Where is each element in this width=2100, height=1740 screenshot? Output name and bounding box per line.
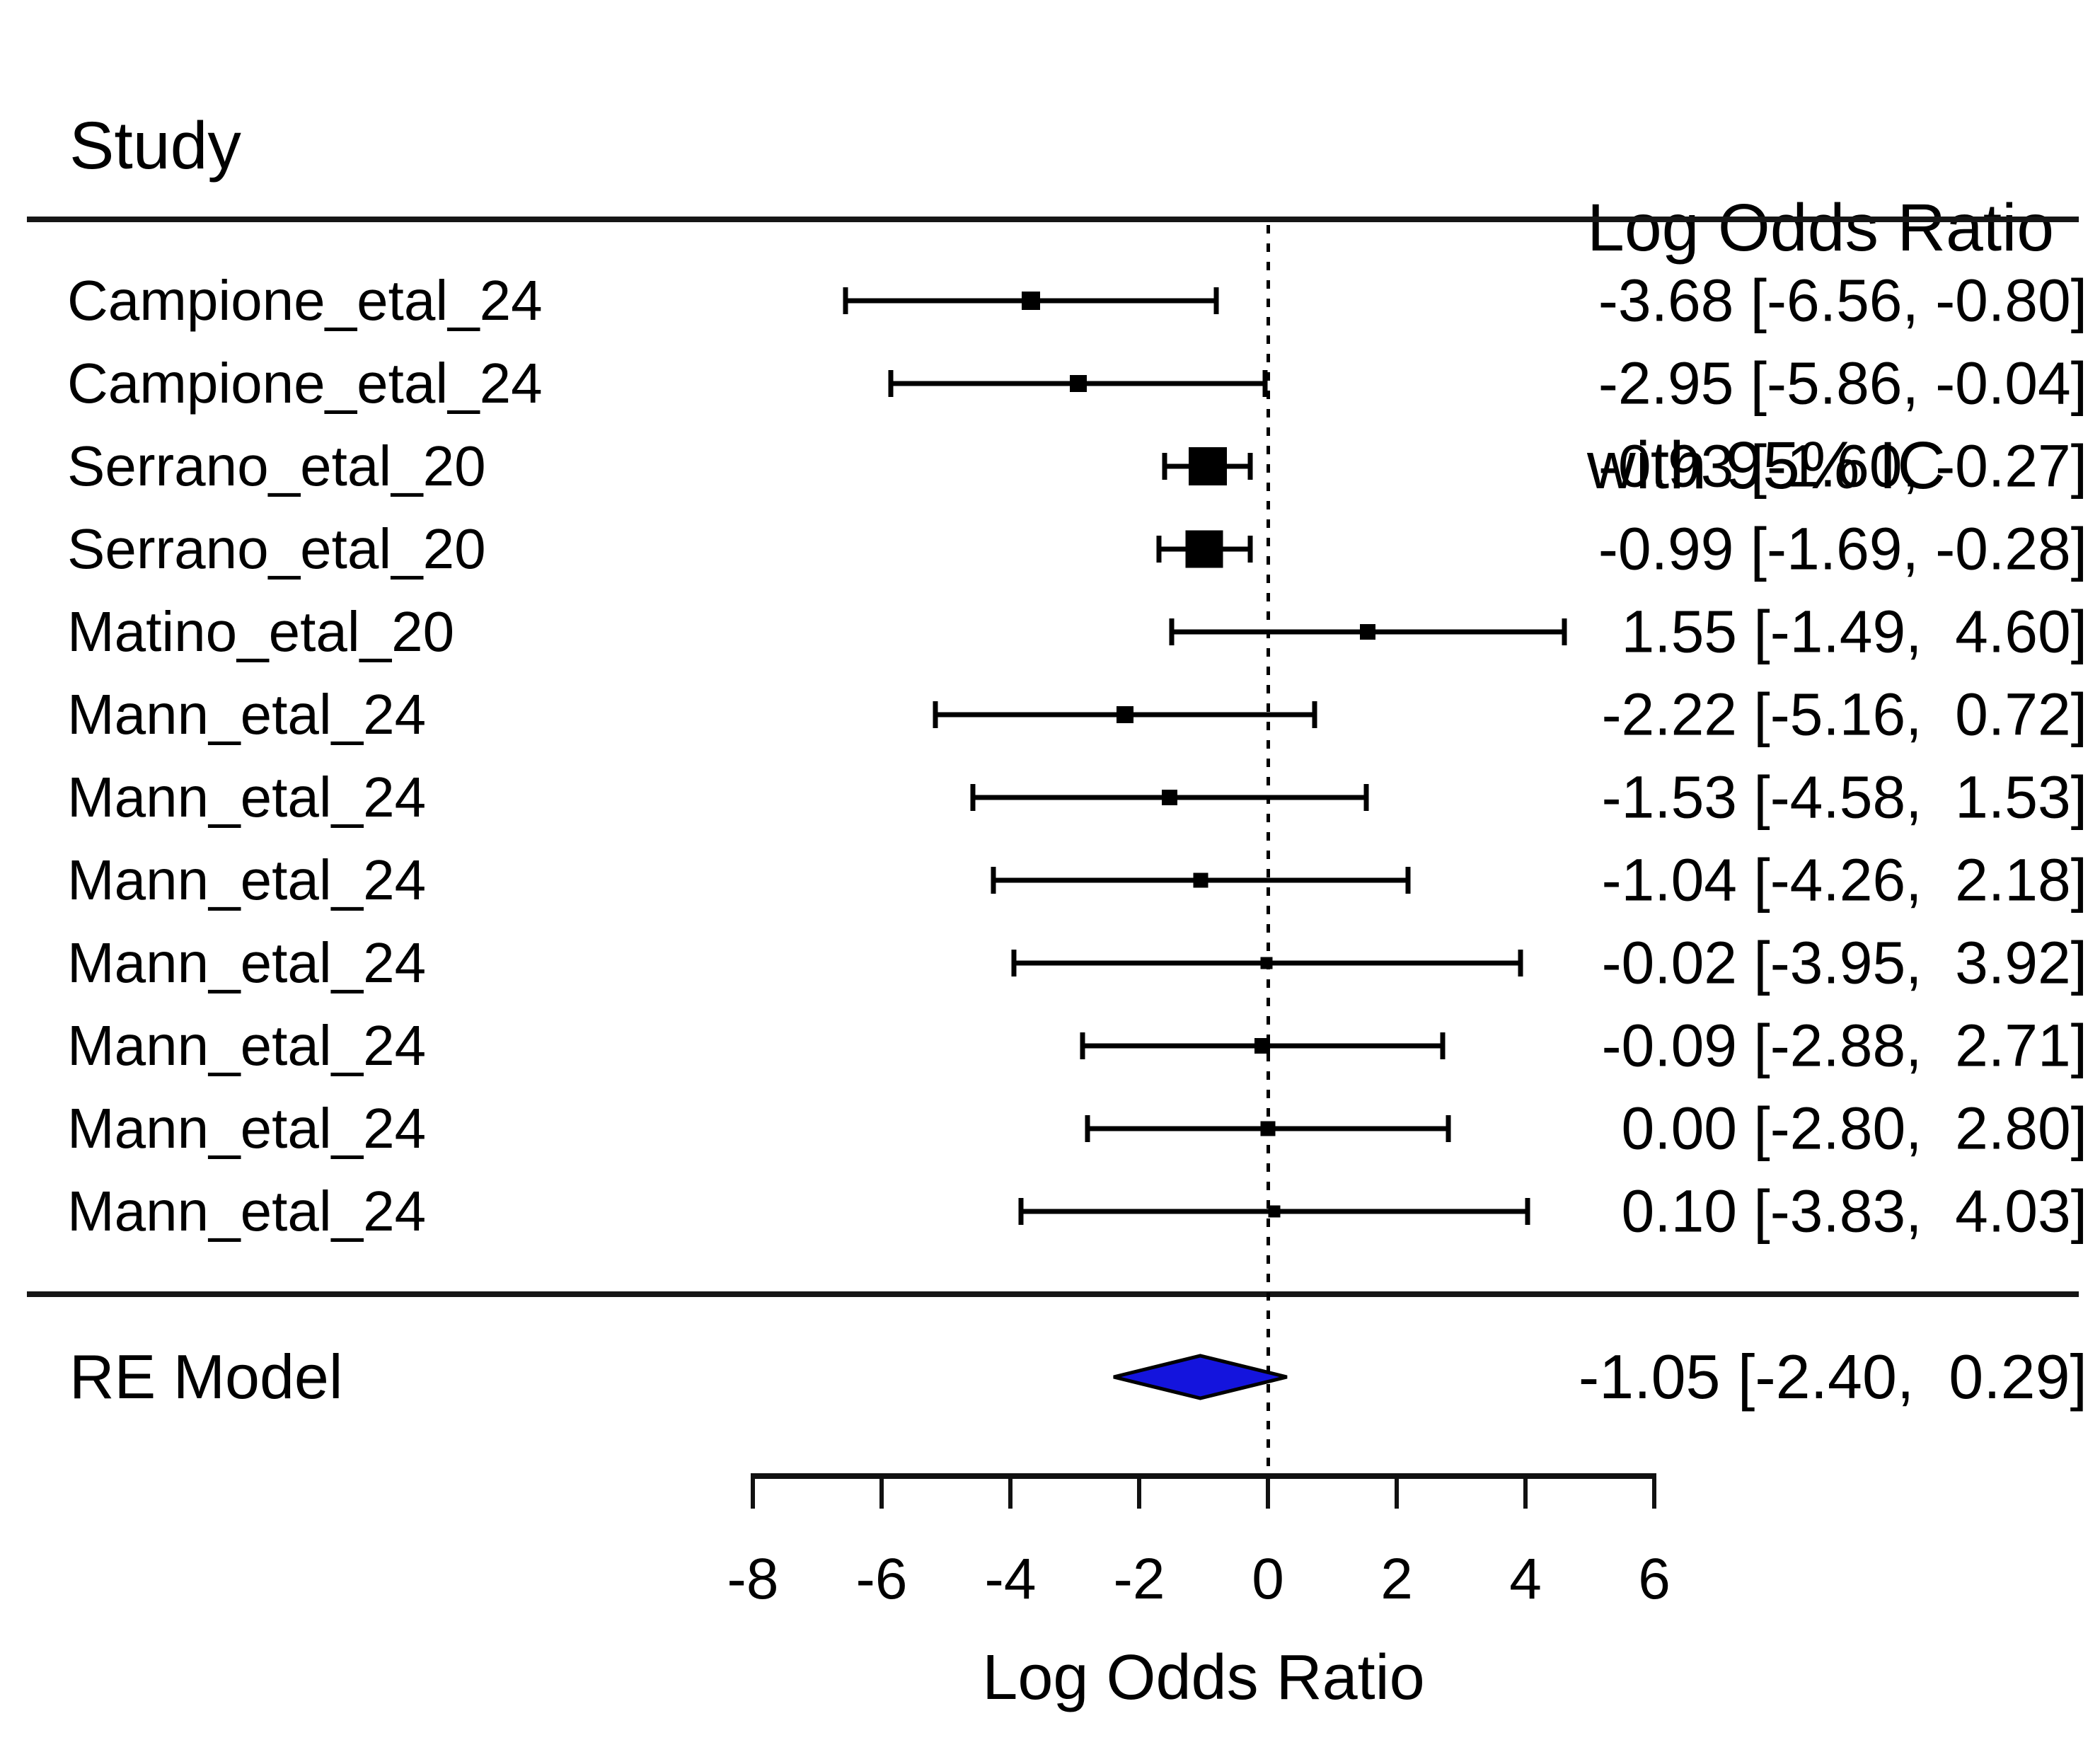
effect-value: -0.93 [-1.60, -0.27] [1598, 432, 2087, 500]
x-axis-tick [1523, 1473, 1528, 1509]
ci-cap-right [1312, 701, 1317, 728]
x-axis-tick-label: 6 [1638, 1547, 1671, 1611]
summary-diamond [1113, 1354, 1288, 1400]
effect-value: -3.68 [-6.56, -0.80] [1598, 267, 2087, 334]
effect-value: 1.55 [-1.49, 4.60] [1621, 598, 2087, 665]
ci-cap-left [888, 370, 894, 397]
effect-value: -2.22 [-5.16, 0.72] [1601, 681, 2087, 748]
ci-cap-right [1262, 370, 1268, 397]
zero-reference-line [1267, 225, 1270, 1473]
x-axis-tick-label: 4 [1509, 1547, 1542, 1611]
summary-separator-rule [27, 1291, 2079, 1297]
study-label: Mann_etal_24 [67, 1014, 427, 1077]
x-axis-tick [1652, 1473, 1656, 1509]
x-axis-tick-label: -2 [1113, 1547, 1165, 1611]
x-axis-tick [1395, 1473, 1399, 1509]
column-header-effect-line1: Log Odds Ratio [1587, 190, 2055, 265]
x-axis-tick [751, 1473, 755, 1509]
x-axis-tick-label: 2 [1380, 1547, 1413, 1611]
study-label: Campione_etal_24 [67, 269, 543, 332]
estimate-marker [1022, 292, 1041, 310]
x-axis-tick [879, 1473, 884, 1509]
study-label: Mann_etal_24 [67, 766, 427, 829]
effect-value: -0.09 [-2.88, 2.71] [1601, 1012, 2087, 1079]
column-header-effect-line2: with 95% IC [1587, 428, 1946, 503]
ci-cap-left [1162, 453, 1167, 480]
ci-cap-left [991, 867, 996, 894]
ci-cap-right [1446, 1115, 1451, 1142]
ci-cap-left [1018, 1198, 1024, 1225]
ci-cap-left [1085, 1115, 1090, 1142]
x-axis-tick [1266, 1473, 1270, 1509]
ci-cap-left [970, 784, 976, 811]
effect-value: -1.04 [-4.26, 2.18] [1601, 846, 2087, 914]
study-label: Campione_etal_24 [67, 352, 543, 415]
effect-value: -2.95 [-5.86, -0.04] [1598, 350, 2087, 417]
study-label: Serrano_etal_20 [67, 517, 486, 580]
estimate-marker [1260, 1121, 1276, 1136]
ci-cap-right [1363, 784, 1369, 811]
x-axis-tick-label: 0 [1252, 1547, 1284, 1611]
ci-cap-left [1080, 1032, 1085, 1059]
x-axis-tick [1137, 1473, 1141, 1509]
ci-cap-right [1518, 950, 1523, 976]
effect-value: -1.53 [-4.58, 1.53] [1601, 764, 2087, 831]
ci-cap-left [1156, 536, 1162, 563]
ci-cap-right [1405, 867, 1411, 894]
effect-value: 0.10 [-3.83, 4.03] [1621, 1177, 2087, 1245]
ci-cap-left [843, 287, 848, 314]
estimate-marker [1360, 624, 1376, 640]
x-axis-tick-label: -4 [984, 1547, 1037, 1611]
estimate-marker [1069, 375, 1087, 392]
estimate-marker [1254, 1038, 1270, 1054]
ci-cap-right [1213, 287, 1219, 314]
ci-cap-left [1169, 618, 1175, 645]
study-label: Mann_etal_24 [67, 683, 427, 746]
effect-value: 0.00 [-2.80, 2.80] [1621, 1095, 2087, 1162]
estimate-marker [1189, 447, 1228, 485]
ci-cap-right [1440, 1032, 1446, 1059]
summary-label: RE Model [69, 1342, 343, 1412]
header-rule [27, 217, 2079, 222]
summary-diamond-shape [1113, 1354, 1288, 1400]
study-label: Mann_etal_24 [67, 848, 427, 911]
estimate-marker [1260, 957, 1273, 969]
effect-value: -0.99 [-1.69, -0.28] [1598, 515, 2087, 582]
summary-value: -1.05 [-2.40, 0.29] [1578, 1342, 2087, 1412]
x-axis-title: Log Odds Ratio [982, 1642, 1425, 1713]
column-header-study: Study [69, 108, 241, 183]
ci-cap-left [1011, 950, 1017, 976]
estimate-marker [1268, 1205, 1281, 1218]
study-label: Mann_etal_24 [67, 1180, 427, 1243]
x-axis-tick-label: -8 [727, 1547, 779, 1611]
study-label: Matino_etal_20 [67, 600, 455, 663]
ci-cap-right [1562, 618, 1567, 645]
ci-cap-right [1525, 1198, 1530, 1225]
ci-cap-right [1247, 453, 1253, 480]
estimate-marker [1193, 872, 1208, 888]
effect-value: -0.02 [-3.95, 3.92] [1601, 929, 2087, 996]
estimate-marker [1116, 706, 1133, 723]
estimate-marker [1185, 530, 1223, 568]
study-label: Serrano_etal_20 [67, 434, 486, 497]
x-axis-line [753, 1473, 1654, 1479]
column-header-effect: Log Odds Ratio with 95% IC [1587, 30, 2054, 664]
x-axis-tick-label: -6 [855, 1547, 908, 1611]
ci-cap-left [933, 701, 938, 728]
x-axis-tick [1008, 1473, 1012, 1509]
study-label: Mann_etal_24 [67, 931, 427, 994]
estimate-marker [1161, 790, 1177, 805]
study-label: Mann_etal_24 [67, 1097, 427, 1160]
ci-cap-right [1247, 536, 1253, 563]
